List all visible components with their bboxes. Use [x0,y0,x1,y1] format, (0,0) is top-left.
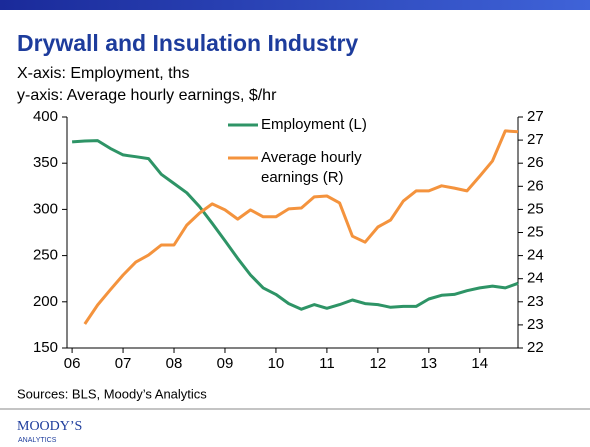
x-tick-label: 09 [217,355,234,372]
header-bar [0,0,590,10]
x-tick-label: 06 [64,355,81,372]
y-tick-label: 350 [33,154,58,171]
y2-tick-label: 23 [527,316,544,333]
y2-tick-label: 25 [527,200,544,217]
y-tick-label: 150 [33,339,58,356]
y2-tick-label: 26 [527,177,544,194]
y2-tick-label: 24 [527,247,544,264]
series-line [83,129,519,325]
x-tick-label: 11 [319,355,335,372]
y2-tick-label: 22 [527,339,544,356]
legend-label: Average hourly earnings (R) [261,149,362,186]
chart-title: Drywall and Insulation Industry [17,30,358,56]
y-tick-label: 400 [33,108,58,125]
y2-tick-label: 26 [527,154,544,171]
legend-label: Employment (L) [261,116,367,133]
x-tick-label: 12 [370,355,387,372]
y2-tick-label: 27 [527,108,544,125]
y2-tick-label: 27 [527,131,544,148]
y2-tick-label: 24 [527,270,544,287]
source: Sources: BLS, Moody’s Analytics [17,386,207,401]
x-tick-label: 08 [166,355,183,372]
x-tick-label: 14 [471,355,488,372]
y-tick-label: 300 [33,200,58,217]
x-tick-label: 13 [420,355,437,372]
series-line [71,139,519,311]
y-tick-label: 250 [33,247,58,264]
y2-tick-label: 25 [527,223,544,240]
y-tick-label: 200 [33,293,58,310]
y2-tick-label: 23 [527,293,544,310]
subtitle: y-axis: Average hourly earnings, $/hr [17,87,277,104]
subtitle: X-axis: Employment, ths [17,65,190,82]
x-tick-label: 07 [115,355,132,372]
logo-sub: ANALYTICS [18,437,57,444]
x-tick-label: 10 [268,355,285,372]
logo: MOODY’S [17,419,82,434]
